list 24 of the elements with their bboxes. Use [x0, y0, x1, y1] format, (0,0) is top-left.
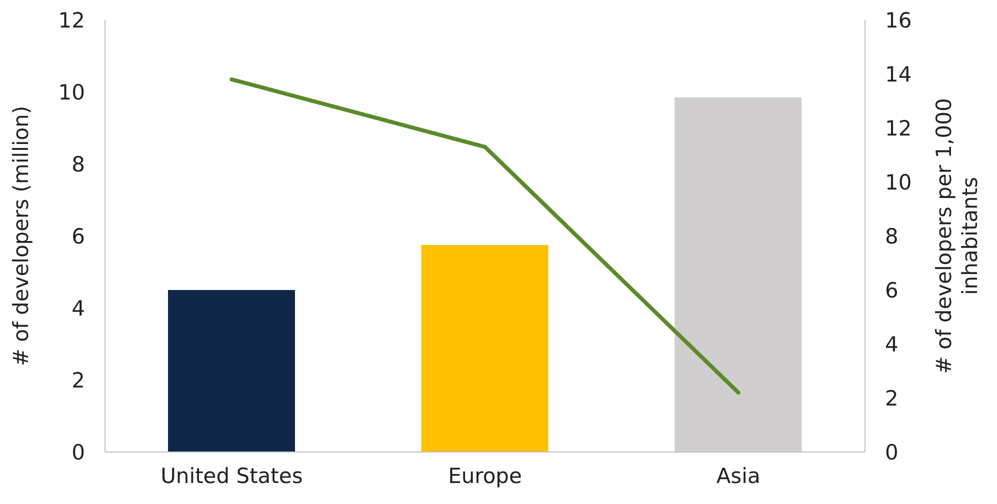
y-tick-label: 8 — [72, 152, 85, 176]
x-tick-label: Asia — [716, 464, 760, 488]
x-tick-label: United States — [160, 464, 303, 488]
y-tick-label: 0 — [72, 440, 85, 464]
y2-tick-label: 16 — [885, 8, 912, 32]
bar — [168, 290, 295, 452]
y2-tick-label: 14 — [885, 62, 912, 86]
y2-tick-label: 10 — [885, 170, 912, 194]
y2-tick-label: 4 — [885, 332, 898, 356]
y-axis-title: # of developers (million) — [9, 106, 33, 366]
bar — [674, 97, 802, 452]
y-tick-label: 4 — [72, 296, 85, 320]
y2-tick-label: 2 — [885, 386, 898, 410]
y-tick-label: 12 — [58, 8, 85, 32]
y-tick-label: 2 — [72, 368, 85, 392]
y2-tick-label: 12 — [885, 116, 912, 140]
y-tick-label: 6 — [72, 224, 85, 248]
y2-tick-label: 0 — [885, 440, 898, 464]
y-tick-label: 10 — [58, 80, 85, 104]
y2-tick-label: 8 — [885, 224, 898, 248]
y2-tick-label: 6 — [885, 278, 898, 302]
x-tick-label: Europe — [448, 464, 522, 488]
y2-axis-title: # of developers per 1,000 inhabitants — [932, 98, 982, 374]
bar — [421, 245, 548, 452]
